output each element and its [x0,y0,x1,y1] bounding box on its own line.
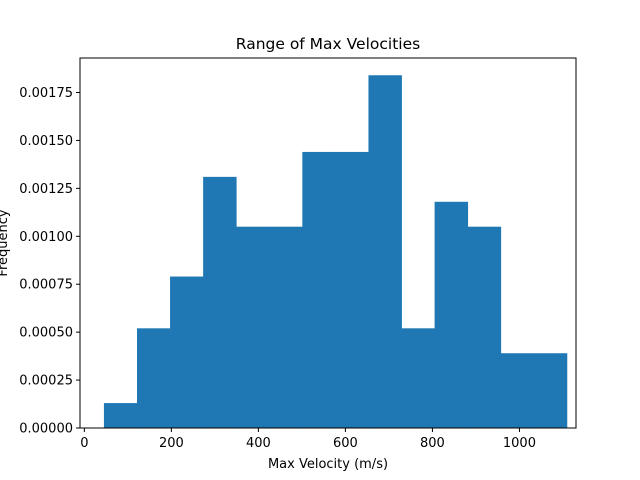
histogram-bar [203,176,237,428]
histogram-bar [368,75,402,429]
chart-title: Range of Max Velocities [236,35,420,53]
y-axis-ticks: 0.00000 0.00025 0.00050 0.00075 0.00100 0.001… [19,86,80,437]
y-tick-label: 0.00150 [19,134,73,149]
x-tick-label: 1000 [503,436,536,451]
histogram-bar [302,151,336,429]
histogram-bar [434,201,469,428]
y-axis-label: Frequency [0,209,11,276]
plot-area-frame [79,57,577,429]
x-tick-label: 400 [246,436,271,451]
y-tick-label: 0.00025 [19,374,73,389]
histogram-bar [136,328,171,428]
y-tick-label: 0.00075 [19,278,73,293]
y-tick-label: 0.00125 [19,182,73,197]
x-tick-label: 600 [333,436,358,451]
x-tick-label: 200 [159,436,184,451]
x-axis-ticks: 0 200 400 600 800 1000 [80,428,536,451]
histogram-bar [236,226,270,428]
y-tick-label: 0.00000 [19,422,73,437]
x-tick-label: 0 [80,436,88,451]
histogram-bar [335,151,369,429]
histogram-bar [103,403,138,428]
histogram-bar [467,226,502,428]
histogram-bar [269,226,303,428]
histogram-bar [401,328,435,428]
histogram-bar [500,353,535,428]
bars-group [103,75,568,429]
x-tick-label: 800 [420,436,445,451]
x-axis-label: Max Velocity (m/s) [268,457,388,472]
y-tick-label: 0.00050 [19,326,73,341]
y-tick-label: 0.00100 [19,230,73,245]
histogram-bar [170,276,204,428]
y-tick-label: 0.00175 [19,86,73,101]
histogram-bar [533,353,568,428]
